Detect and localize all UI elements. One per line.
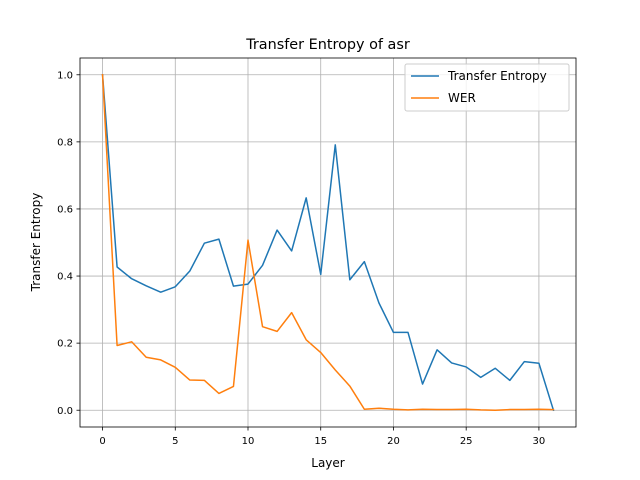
series-line-transfer-entropy (101, 73, 555, 412)
x-tick-label: 0 (99, 436, 105, 447)
legend: Transfer Entropy WER (404, 63, 570, 112)
y-tick-label: 0.6 (57, 205, 73, 216)
grid (80, 58, 576, 427)
x-axis-ticks: 0 5 10 15 20 25 30 (99, 427, 545, 447)
x-tick-label: 20 (387, 436, 400, 447)
chart-title: Transfer Entropy of asr (245, 37, 410, 53)
y-tick-label: 0.4 (57, 272, 73, 283)
y-axis-label: Transfer Entropy (29, 193, 43, 293)
x-tick-label: 15 (314, 436, 327, 447)
y-tick-label: 0.0 (57, 406, 73, 417)
axes-frame (79, 57, 577, 428)
series-line-wer (101, 73, 555, 411)
legend-label-transfer-entropy: Transfer Entropy (447, 69, 547, 83)
y-tick-label: 0.8 (57, 137, 73, 148)
x-axis-label: Layer (311, 456, 345, 470)
x-tick-label: 25 (460, 436, 473, 447)
series-layer (101, 73, 555, 412)
legend-label-wer: WER (448, 91, 476, 105)
y-tick-label: 0.2 (57, 339, 73, 350)
x-tick-label: 10 (242, 436, 255, 447)
x-tick-label: 5 (172, 436, 178, 447)
y-tick-label: 1.0 (57, 70, 73, 81)
y-axis-ticks: 0.0 0.2 0.4 0.6 0.8 1.0 (57, 70, 80, 417)
legend-box (404, 63, 570, 112)
x-tick-label: 30 (533, 436, 546, 447)
